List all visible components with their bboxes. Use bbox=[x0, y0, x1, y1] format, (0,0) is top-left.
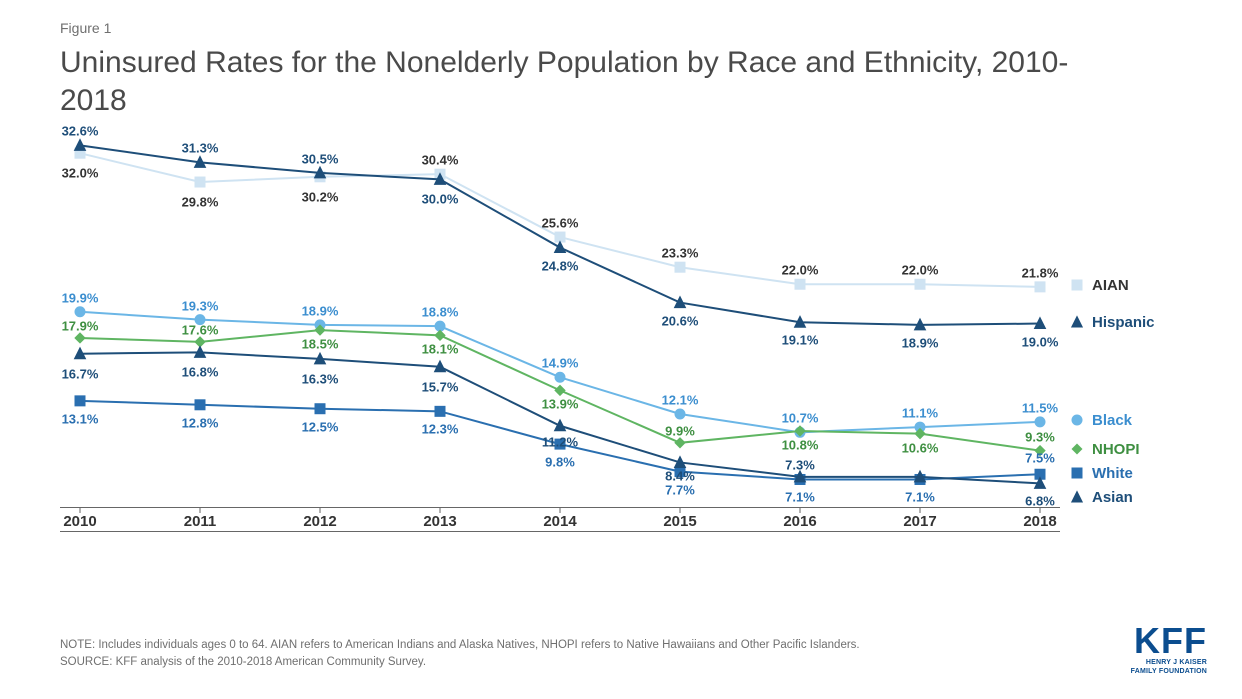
data-label: 12.8% bbox=[182, 415, 219, 430]
data-label: 21.8% bbox=[1022, 265, 1059, 280]
data-label: 13.9% bbox=[542, 397, 579, 412]
diamond-marker-icon bbox=[1070, 442, 1084, 456]
data-label: 30.4% bbox=[422, 153, 459, 168]
chart-title: Uninsured Rates for the Nonelderly Popul… bbox=[60, 44, 1110, 119]
x-tick-label: 2018 bbox=[1023, 513, 1056, 530]
data-label: 10.6% bbox=[902, 440, 939, 455]
note-text: NOTE: Includes individuals ages 0 to 64.… bbox=[60, 637, 860, 654]
data-label: 9.9% bbox=[665, 423, 695, 438]
data-label: 19.0% bbox=[1022, 334, 1059, 349]
data-label: 19.1% bbox=[782, 333, 819, 348]
legend-label: Asian bbox=[1092, 489, 1133, 506]
data-label: 12.1% bbox=[662, 392, 699, 407]
data-label: 11.1% bbox=[902, 406, 938, 421]
x-tick-label: 2012 bbox=[303, 513, 336, 530]
data-labels-layer: 32.0% 29.8% 30.2% 30.4% 25.6% 23.3% 22.0% 22.0%… bbox=[60, 127, 1060, 507]
data-label: 7.5% bbox=[1025, 451, 1055, 466]
legend-label: Hispanic bbox=[1092, 314, 1155, 331]
data-label: 10.7% bbox=[782, 411, 819, 426]
data-label: 16.3% bbox=[302, 371, 339, 386]
data-label: 30.0% bbox=[422, 192, 459, 207]
legend-label: AIAN bbox=[1092, 277, 1129, 294]
data-label: 19.9% bbox=[62, 290, 99, 305]
data-label: 13.1% bbox=[62, 411, 99, 426]
footnotes: NOTE: Includes individuals ages 0 to 64.… bbox=[60, 637, 860, 672]
x-axis-labels: 2010 2011 2012 2013 2014 2015 2016 2017 2018 bbox=[60, 509, 1060, 537]
triangle-marker-icon bbox=[1070, 315, 1084, 329]
square-marker-icon bbox=[1070, 466, 1084, 480]
data-label: 12.5% bbox=[302, 419, 339, 434]
data-label: 22.0% bbox=[902, 263, 939, 278]
data-label: 18.8% bbox=[422, 305, 459, 320]
x-tick-label: 2011 bbox=[184, 513, 217, 530]
source-text: SOURCE: KFF analysis of the 2010-2018 Am… bbox=[60, 654, 860, 671]
legend-label: NHOPI bbox=[1092, 441, 1140, 458]
data-label: 25.6% bbox=[542, 216, 579, 231]
kff-logo-sub2: FAMILY FOUNDATION bbox=[1131, 668, 1207, 675]
circle-marker-icon bbox=[1070, 413, 1084, 427]
data-label: 9.8% bbox=[545, 455, 575, 470]
chart-area: 2010 2011 2012 2013 2014 2015 2016 2017 2018 32.… bbox=[60, 127, 1180, 547]
x-tick-label: 2016 bbox=[783, 513, 816, 530]
legend-label: White bbox=[1092, 465, 1133, 482]
data-label: 19.3% bbox=[182, 298, 219, 313]
data-label: 20.6% bbox=[662, 313, 699, 328]
x-tick-label: 2017 bbox=[903, 513, 936, 530]
legend-label: Black bbox=[1092, 412, 1132, 429]
data-label: 32.6% bbox=[62, 124, 99, 139]
legend-item-asian: Asian bbox=[1070, 489, 1133, 506]
data-label: 24.8% bbox=[542, 258, 579, 273]
data-label: 17.6% bbox=[182, 322, 219, 337]
figure-label: Figure 1 bbox=[60, 20, 1202, 36]
data-label: 16.8% bbox=[182, 365, 219, 380]
data-label: 30.5% bbox=[302, 151, 339, 166]
x-tick-label: 2010 bbox=[63, 513, 96, 530]
data-label: 7.1% bbox=[785, 490, 815, 505]
data-label: 18.9% bbox=[302, 303, 339, 318]
x-tick-label: 2014 bbox=[543, 513, 576, 530]
data-label: 16.7% bbox=[62, 366, 99, 381]
data-label: 30.2% bbox=[302, 189, 339, 204]
figure-page: Figure 1 Uninsured Rates for the Nonelde… bbox=[0, 0, 1242, 699]
legend-item-aian: AIAN bbox=[1070, 277, 1129, 294]
data-label: 14.9% bbox=[542, 356, 579, 371]
data-label: 6.8% bbox=[1025, 494, 1055, 509]
x-tick-label: 2013 bbox=[423, 513, 456, 530]
legend-item-black: Black bbox=[1070, 412, 1132, 429]
data-label: 12.3% bbox=[422, 422, 459, 437]
legend-item-white: White bbox=[1070, 465, 1133, 482]
kff-logo: KFF HENRY J KAISER FAMILY FOUNDATION bbox=[1131, 625, 1207, 675]
data-label: 10.8% bbox=[782, 438, 819, 453]
data-label: 15.7% bbox=[422, 379, 459, 394]
x-tick-label: 2015 bbox=[663, 513, 696, 530]
data-label: 22.0% bbox=[782, 263, 819, 278]
square-marker-icon bbox=[1070, 278, 1084, 292]
legend-item-hispanic: Hispanic bbox=[1070, 314, 1155, 331]
legend: AIAN Hispanic Black NHOPI White Asian bbox=[1070, 127, 1210, 547]
data-label: 11.2% bbox=[542, 434, 578, 449]
data-label: 18.1% bbox=[422, 342, 459, 357]
data-label: 7.1% bbox=[905, 490, 935, 505]
data-label: 8.4% bbox=[665, 469, 695, 484]
data-label: 31.3% bbox=[182, 141, 219, 156]
data-label: 23.3% bbox=[662, 246, 699, 261]
data-label: 18.5% bbox=[302, 337, 339, 352]
data-label: 32.0% bbox=[62, 166, 99, 181]
kff-logo-text: KFF bbox=[1131, 625, 1207, 657]
data-label: 29.8% bbox=[182, 195, 219, 210]
data-label: 7.3% bbox=[785, 457, 815, 472]
data-label: 7.7% bbox=[665, 482, 695, 497]
data-label: 18.9% bbox=[902, 335, 939, 350]
legend-item-nhopi: NHOPI bbox=[1070, 441, 1140, 458]
triangle-marker-icon bbox=[1070, 490, 1084, 504]
data-label: 11.5% bbox=[1022, 400, 1058, 415]
data-label: 17.9% bbox=[62, 318, 99, 333]
data-label: 9.3% bbox=[1025, 429, 1055, 444]
